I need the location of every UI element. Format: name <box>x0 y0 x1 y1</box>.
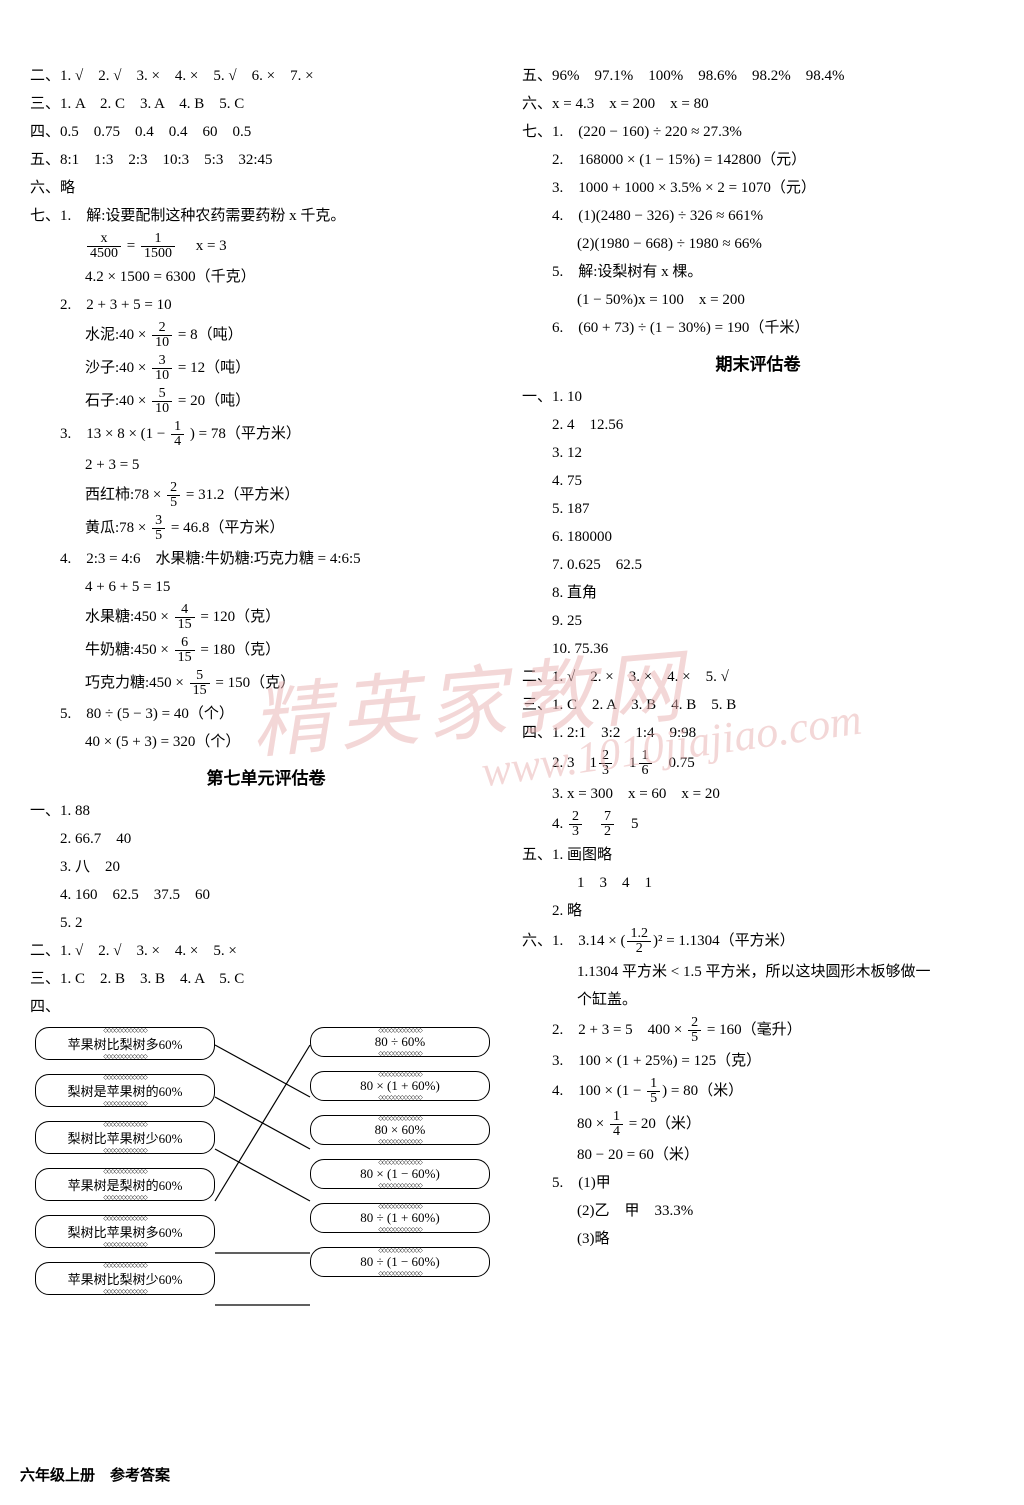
txt: 水泥:40 × 210 = 8（吨） <box>85 321 502 350</box>
txt: 1 3 4 1 <box>577 871 994 895</box>
txt: 40 × (5 + 3) = 320（个） <box>85 730 502 754</box>
txt: 2. 2 + 3 = 5 400 × 25 = 160（毫升） <box>552 1016 994 1045</box>
txt: 五、8:1 1:3 2:3 10:3 5:3 32:45 <box>30 148 502 172</box>
txt: x4500 = 11500 x = 3 <box>85 232 502 261</box>
txt: 3. 13 × 8 × (1 − 14 ) = 78（平方米） <box>60 420 502 449</box>
txt: 1.1304 平方米 < 1.5 平方米，所以这块圆形木板够做一 <box>577 960 994 984</box>
match-left-item: 梨树比苹果树多60% <box>35 1215 215 1248</box>
match-right-item: 80 × (1 − 60%) <box>310 1159 490 1189</box>
match-right-item: 80 ÷ (1 − 60%) <box>310 1247 490 1277</box>
page-footer: 六年级上册 参考答案 <box>20 1464 170 1485</box>
txt: 5. 解:设梨树有 x 棵。 <box>552 260 994 284</box>
match-left-item: 苹果树是梨树的60% <box>35 1168 215 1201</box>
txt: 沙子:40 × 310 = 12（吨） <box>85 354 502 383</box>
txt: 9. 25 <box>552 609 994 633</box>
matching-diagram: 苹果树比梨树多60% 梨树是苹果树的60% 梨树比苹果树少60% 苹果树是梨树的… <box>30 1027 502 1367</box>
match-right-item: 80 × 60% <box>310 1115 490 1145</box>
txt: 一、1. 88 <box>30 799 502 823</box>
txt: 西红柿:78 × 25 = 31.2（平方米） <box>85 481 502 510</box>
txt: 7. 0.625 62.5 <box>552 553 994 577</box>
txt: 4.2 × 1500 = 6300（千克） <box>85 265 502 289</box>
txt: (3)略 <box>577 1227 994 1251</box>
txt: (2)(1980 − 668) ÷ 1980 ≈ 66% <box>577 232 994 256</box>
txt: (2)乙 甲 33.3% <box>577 1199 994 1223</box>
txt: 3. x = 300 x = 60 x = 20 <box>552 782 994 806</box>
txt: 四、 <box>30 995 502 1019</box>
txt: 四、1. 2:1 3:2 1:4 9:98 <box>522 721 994 745</box>
txt: 一、1. 10 <box>522 385 994 409</box>
txt: 4. 75 <box>552 469 994 493</box>
txt: 2. 66.7 40 <box>60 827 502 851</box>
txt: 六、x = 4.3 x = 200 x = 80 <box>522 92 994 116</box>
txt: (1 − 50%)x = 100 x = 200 <box>577 288 994 312</box>
txt: 4. 160 62.5 37.5 60 <box>60 883 502 907</box>
txt: 三、1. C 2. B 3. B 4. A 5. C <box>30 967 502 991</box>
match-right-item: 80 ÷ 60% <box>310 1027 490 1057</box>
txt: 巧克力糖:450 × 515 = 150（克） <box>85 669 502 698</box>
txt: 六、1. 3.14 × (1.22)² = 1.1304（平方米） <box>522 927 994 956</box>
txt: 2. 168000 × (1 − 15%) = 142800（元） <box>552 148 994 172</box>
page: 二、1. √ 2. √ 3. × 4. × 5. √ 6. × 7. × 三、1… <box>0 0 1024 1387</box>
txt: 石子:40 × 510 = 20（吨） <box>85 387 502 416</box>
txt: 8. 直角 <box>552 581 994 605</box>
txt: 七、1. (220 − 160) ÷ 220 ≈ 27.3% <box>522 120 994 144</box>
txt: 4. 23 72 5 <box>552 810 994 839</box>
txt: 5. 187 <box>552 497 994 521</box>
txt: 3. 1000 + 1000 × 3.5% × 2 = 1070（元） <box>552 176 994 200</box>
txt: 5. 2 <box>60 911 502 935</box>
txt: 二、1. √ 2. × 3. × 4. × 5. √ <box>522 665 994 689</box>
txt: 10. 75.36 <box>552 637 994 661</box>
txt: 五、1. 画图略 <box>522 843 994 867</box>
txt: 牛奶糖:450 × 615 = 180（克） <box>85 636 502 665</box>
txt: 5. 80 ÷ (5 − 3) = 40（个） <box>60 702 502 726</box>
txt: 五、96% 97.1% 100% 98.6% 98.2% 98.4% <box>522 64 994 88</box>
txt: 4. 2:3 = 4:6 水果糖:牛奶糖:巧克力糖 = 4:6:5 <box>60 547 502 571</box>
txt: 三、1. A 2. C 3. A 4. B 5. C <box>30 92 502 116</box>
txt: 七、1. 解:设要配制这种农药需要药粉 x 千克。 <box>30 204 502 228</box>
txt: 4. 100 × (1 − 15) = 80（米） <box>552 1077 994 1106</box>
txt: 3. 12 <box>552 441 994 465</box>
txt: 黄瓜:78 × 35 = 46.8（平方米） <box>85 514 502 543</box>
match-left-item: 苹果树比梨树少60% <box>35 1262 215 1295</box>
final-heading: 期末评估卷 <box>522 350 994 375</box>
txt: 4. (1)(2480 − 326) ÷ 326 ≈ 661% <box>552 204 994 228</box>
txt: 5. (1)甲 <box>552 1171 994 1195</box>
txt: 3. 100 × (1 + 25%) = 125（克） <box>552 1049 994 1073</box>
txt: 80 × 14 = 20（米） <box>577 1110 994 1139</box>
txt: 2 + 3 = 5 <box>85 453 502 477</box>
txt: 2. 4 12.56 <box>552 413 994 437</box>
txt: 三、1. C 2. A 3. B 4. B 5. B <box>522 693 994 717</box>
match-left-item: 梨树比苹果树少60% <box>35 1121 215 1154</box>
txt: 6. 180000 <box>552 525 994 549</box>
txt: 6. (60 + 73) ÷ (1 − 30%) = 190（千米） <box>552 316 994 340</box>
txt: 水果糖:450 × 415 = 120（克） <box>85 603 502 632</box>
txt: 二、1. √ 2. √ 3. × 4. × 5. × <box>30 939 502 963</box>
match-left-item: 苹果树比梨树多60% <box>35 1027 215 1060</box>
txt: 80 − 20 = 60（米） <box>577 1143 994 1167</box>
unit7-heading: 第七单元评估卷 <box>30 764 502 789</box>
txt: 2. 略 <box>552 899 994 923</box>
txt: 二、1. √ 2. √ 3. × 4. × 5. √ 6. × 7. × <box>30 64 502 88</box>
txt: 4 + 6 + 5 = 15 <box>85 575 502 599</box>
txt: 2. 2 + 3 + 5 = 10 <box>60 293 502 317</box>
match-right-item: 80 × (1 + 60%) <box>310 1071 490 1101</box>
match-left-item: 梨树是苹果树的60% <box>35 1074 215 1107</box>
txt: 个缸盖。 <box>577 988 994 1012</box>
txt: 六、略 <box>30 176 502 200</box>
txt: 3. 八 20 <box>60 855 502 879</box>
txt: 2. 3 123 116 0.75 <box>552 749 994 778</box>
right-column: 五、96% 97.1% 100% 98.6% 98.2% 98.4% 六、x =… <box>512 60 1004 1367</box>
txt: 四、0.5 0.75 0.4 0.4 60 0.5 <box>30 120 502 144</box>
match-right-item: 80 ÷ (1 + 60%) <box>310 1203 490 1233</box>
left-column: 二、1. √ 2. √ 3. × 4. × 5. √ 6. × 7. × 三、1… <box>20 60 512 1367</box>
